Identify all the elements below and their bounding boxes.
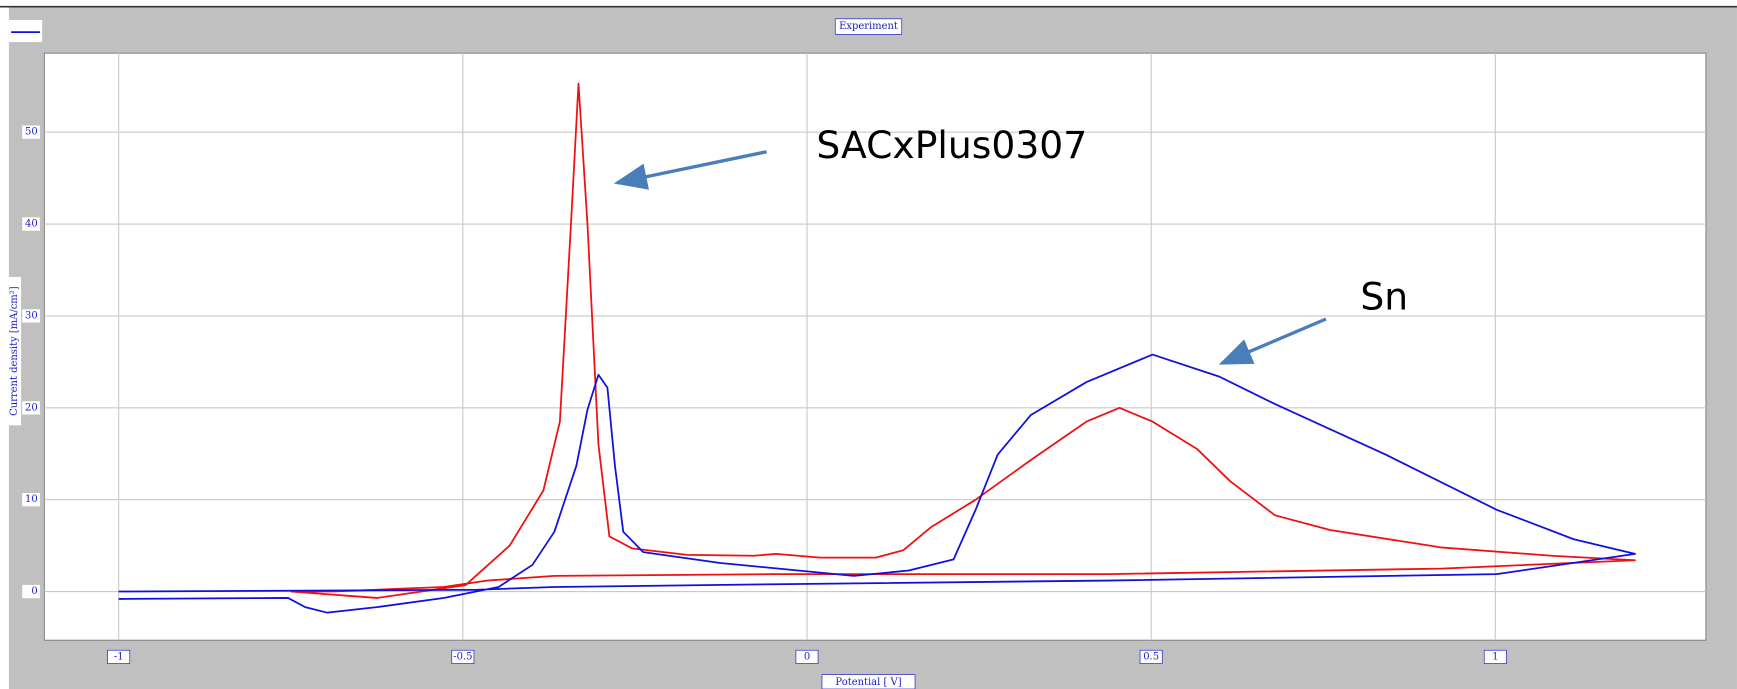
y-tick-label: 30 <box>25 310 38 321</box>
tick-label-box <box>22 309 40 323</box>
tick-label-box <box>22 401 40 415</box>
series-line <box>290 82 1636 599</box>
tick-label-box <box>22 125 40 139</box>
x-tick-label: -0.5 <box>453 651 472 662</box>
plot-area <box>43 52 1707 641</box>
y-tick-label: 40 <box>25 219 38 230</box>
arrow <box>1218 317 1327 365</box>
annotation: Sn <box>1360 275 1408 319</box>
y-label-box <box>7 276 22 426</box>
x-axis-label: Potential [ V] <box>835 677 901 688</box>
y-tick-label: 10 <box>25 494 38 505</box>
arrow <box>613 150 767 190</box>
x-tick-label: -1 <box>114 651 124 662</box>
tick-label-box <box>107 649 131 664</box>
title-box <box>834 18 903 35</box>
legend-widget[interactable] <box>8 19 43 43</box>
tick-label-box <box>22 493 40 507</box>
y-tick-label: 50 <box>25 127 38 138</box>
tick-label-box <box>795 649 819 664</box>
chart-title: Experiment <box>839 21 898 32</box>
y-tick-label: 20 <box>25 402 38 413</box>
tick-label-box <box>22 584 40 599</box>
series-line <box>118 353 1636 614</box>
x-tick-label: 1 <box>1492 651 1498 662</box>
tick-label-box <box>1139 649 1163 664</box>
lines <box>118 82 1636 614</box>
tick-label-box <box>22 217 40 231</box>
y-tick-label: 0 <box>31 586 37 597</box>
y-axis-label: Current density [mA/cm²] <box>9 286 20 416</box>
annotation: SACxPlus0307 <box>816 123 1087 167</box>
x-label-box <box>821 674 916 689</box>
x-tick-label: 0.5 <box>1143 651 1159 662</box>
x-tick-label: 0 <box>804 651 810 662</box>
tick-label-box <box>451 649 475 664</box>
tick-label-box <box>1483 649 1507 664</box>
